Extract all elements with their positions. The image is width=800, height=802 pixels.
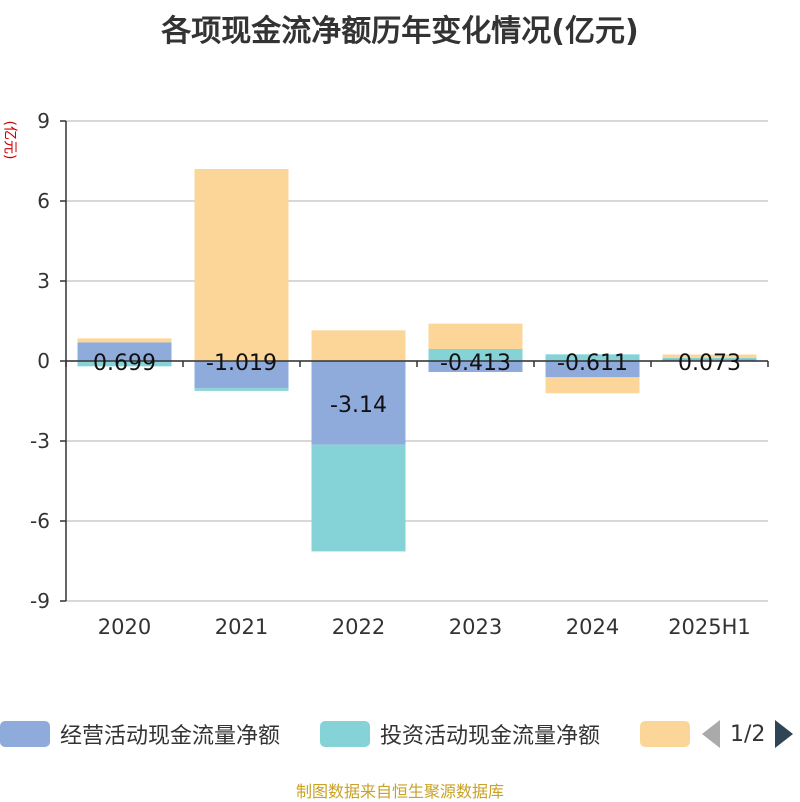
x-tick-label: 2020	[98, 615, 151, 639]
bar-investing-2024	[545, 354, 640, 361]
data-label: -0.611	[557, 351, 628, 376]
x-tick-label: 2025H1	[668, 615, 751, 639]
legend-label-operating: 经营活动现金流量净额	[60, 724, 281, 749]
legend-item-operating[interactable]: 经营活动现金流量净额	[0, 716, 280, 752]
bar-investing-2021	[194, 388, 289, 391]
legend-swatch-investing	[320, 721, 370, 747]
bar-financing-2025H1	[662, 354, 757, 358]
bar-investing-2020	[77, 361, 172, 367]
next-page-icon[interactable]	[775, 720, 794, 748]
legend-item-financing[interactable]	[640, 716, 690, 752]
bar-operating-2022	[311, 361, 406, 445]
bar-operating-2020	[77, 342, 172, 361]
chart-title: 各项现金流净额历年变化情况(亿元)	[161, 14, 639, 49]
bar-financing-2024	[545, 377, 640, 394]
bar-investing-2023	[428, 349, 523, 361]
y-tick-label: -9	[30, 589, 50, 613]
bar-investing-2025H1	[662, 357, 757, 360]
x-tick-label: 2023	[449, 615, 502, 639]
y-tick-label: -3	[30, 429, 50, 453]
bar-operating-2025H1	[662, 359, 757, 361]
bar-financing-2023	[428, 323, 523, 349]
bar-operating-2024	[545, 361, 640, 378]
legend-swatch-operating	[0, 721, 50, 747]
data-label: -3.14	[330, 393, 387, 418]
y-tick-label: 9	[37, 109, 50, 133]
x-tick-label: 2022	[332, 615, 385, 639]
bar-financing-2022	[311, 330, 406, 361]
data-source: 制图数据来自恒生聚源数据库	[295, 782, 504, 801]
bar-operating-2021	[194, 361, 289, 389]
x-tick-label: 2024	[566, 615, 619, 639]
legend-item-investing[interactable]: 投资活动现金流量净额	[320, 716, 600, 752]
legend-swatch-financing	[640, 721, 690, 747]
bar-operating-2023	[428, 361, 523, 373]
y-tick-label: 6	[37, 189, 50, 213]
bar-chart: 9 6 3 0 -3 -6 -9 2020 2021 2022 2023 2024 2025H1 0.69…	[30, 109, 769, 639]
y-tick-label: 3	[37, 269, 50, 293]
data-label: 0.073	[678, 351, 741, 376]
bar-financing-2020	[77, 338, 172, 343]
x-tick-label: 2021	[215, 615, 268, 639]
legend-page-number: 1/2	[730, 721, 766, 747]
prev-page-icon[interactable]	[702, 720, 720, 748]
data-label: -1.019	[206, 351, 277, 376]
bar-financing-2021	[194, 169, 289, 361]
legend-pager: 1/2	[702, 716, 794, 752]
bar-investing-2022	[311, 444, 406, 552]
legend: 经营活动现金流量净额 投资活动现金流量净额 1/2	[0, 716, 800, 752]
data-label: 0.699	[93, 351, 156, 376]
data-label: -0.413	[440, 351, 511, 376]
y-tick-label: -6	[30, 509, 50, 533]
legend-label-investing: 投资活动现金流量净额	[380, 724, 601, 749]
y-tick-label: 0	[37, 349, 50, 373]
